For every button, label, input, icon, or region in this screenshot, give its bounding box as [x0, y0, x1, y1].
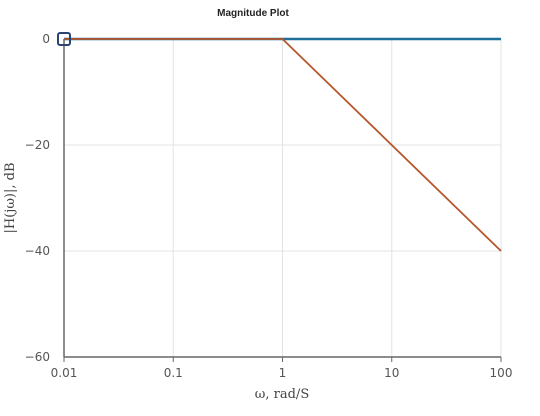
chart-title: Magnitude Plot	[217, 8, 289, 19]
series-lines	[64, 37, 502, 252]
y-axis-label: |H(jω)|, dB	[3, 162, 18, 233]
x-tick-label: 10	[384, 366, 399, 380]
x-tick-label: 1	[279, 366, 287, 380]
grid	[63, 38, 502, 358]
data-point-marker	[57, 32, 71, 46]
x-tick-label: 0.1	[164, 366, 183, 380]
markers	[57, 32, 71, 46]
x-axis-label: ω, rad/S	[255, 387, 309, 402]
y-tick-label: −60	[25, 350, 50, 364]
x-tick-label: 100	[490, 366, 513, 380]
tick-labels: 0.01 0.1 1 10 100 0 −20 −40 −60	[25, 32, 513, 380]
axes	[63, 39, 502, 362]
y-tick-label: −40	[25, 244, 50, 258]
y-tick-label: 0	[42, 32, 50, 46]
series-line-2	[64, 38, 502, 252]
x-tick-label: 0.01	[51, 366, 78, 380]
y-tick-label: −20	[25, 138, 50, 152]
